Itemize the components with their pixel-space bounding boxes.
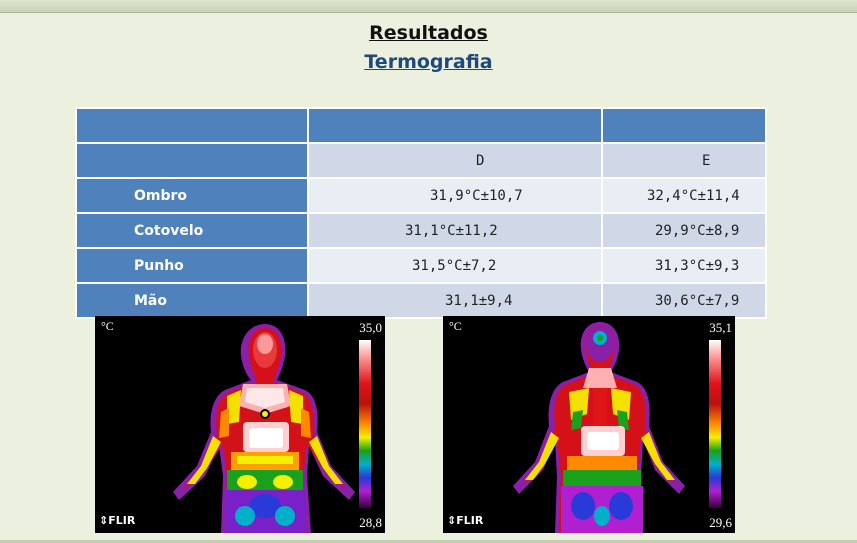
row-label: Cotovelo [75, 212, 309, 249]
temperature-unit: °C [101, 319, 114, 333]
value-d: 31,1±9,4 [307, 282, 603, 319]
scale-max-value: 35,1 [709, 320, 732, 335]
thermogram-back: °C 35,1 29,6 ⇕FLIR [443, 316, 735, 533]
header-cell [75, 107, 309, 144]
row-label: Ombro [75, 177, 309, 214]
table-row: Punho 31,5°C±7,2 31,3°C±9,3 [75, 247, 767, 284]
thermal-body-back-image [513, 322, 685, 533]
page-title: Resultados [369, 22, 488, 44]
header-cell [307, 107, 603, 144]
flir-logo: ⇕FLIR [99, 514, 136, 527]
color-scale-bar [709, 340, 721, 508]
window-top-bar [0, 0, 857, 13]
value-d: 31,5°C±7,2 [307, 247, 603, 284]
value-d: 31,9°C±10,7 [307, 177, 603, 214]
table-row: Ombro 31,9°C±10,7 32,4°C±11,4 [75, 177, 767, 214]
column-label-e: E [601, 142, 767, 179]
value-e: 29,9°C±8,9 [601, 212, 767, 249]
column-label-d: D [307, 142, 603, 179]
bottom-border [0, 540, 857, 543]
scale-max-value: 35,0 [359, 320, 382, 335]
thermal-body-front-image [173, 324, 355, 533]
column-label-empty [75, 142, 309, 179]
row-label: Mão [75, 282, 309, 319]
row-label: Punho [75, 247, 309, 284]
color-scale-bar [359, 340, 371, 508]
table-row: Cotovelo 31,1°C±11,2 29,9°C±8,9 [75, 212, 767, 249]
value-e: 31,3°C±9,3 [601, 247, 767, 284]
table-header-row [75, 107, 767, 144]
flir-logo: ⇕FLIR [447, 514, 484, 527]
scale-min-value: 28,8 [359, 515, 382, 530]
thermogram-front: °C 35,0 28,8 ⇕FLIR [95, 316, 385, 533]
results-table: D E Ombro 31,9°C±10,7 32,4°C±11,4 Cotove… [75, 107, 767, 319]
header-cell [601, 107, 767, 144]
value-e: 30,6°C±7,9 [601, 282, 767, 319]
page-subtitle: Termografia [364, 51, 493, 73]
value-d: 31,1°C±11,2 [307, 212, 603, 249]
scale-min-value: 29,6 [709, 515, 732, 530]
column-label-row: D E [75, 142, 767, 179]
temperature-unit: °C [449, 319, 462, 333]
table-row: Mão 31,1±9,4 30,6°C±7,9 [75, 282, 767, 319]
value-e: 32,4°C±11,4 [601, 177, 767, 214]
